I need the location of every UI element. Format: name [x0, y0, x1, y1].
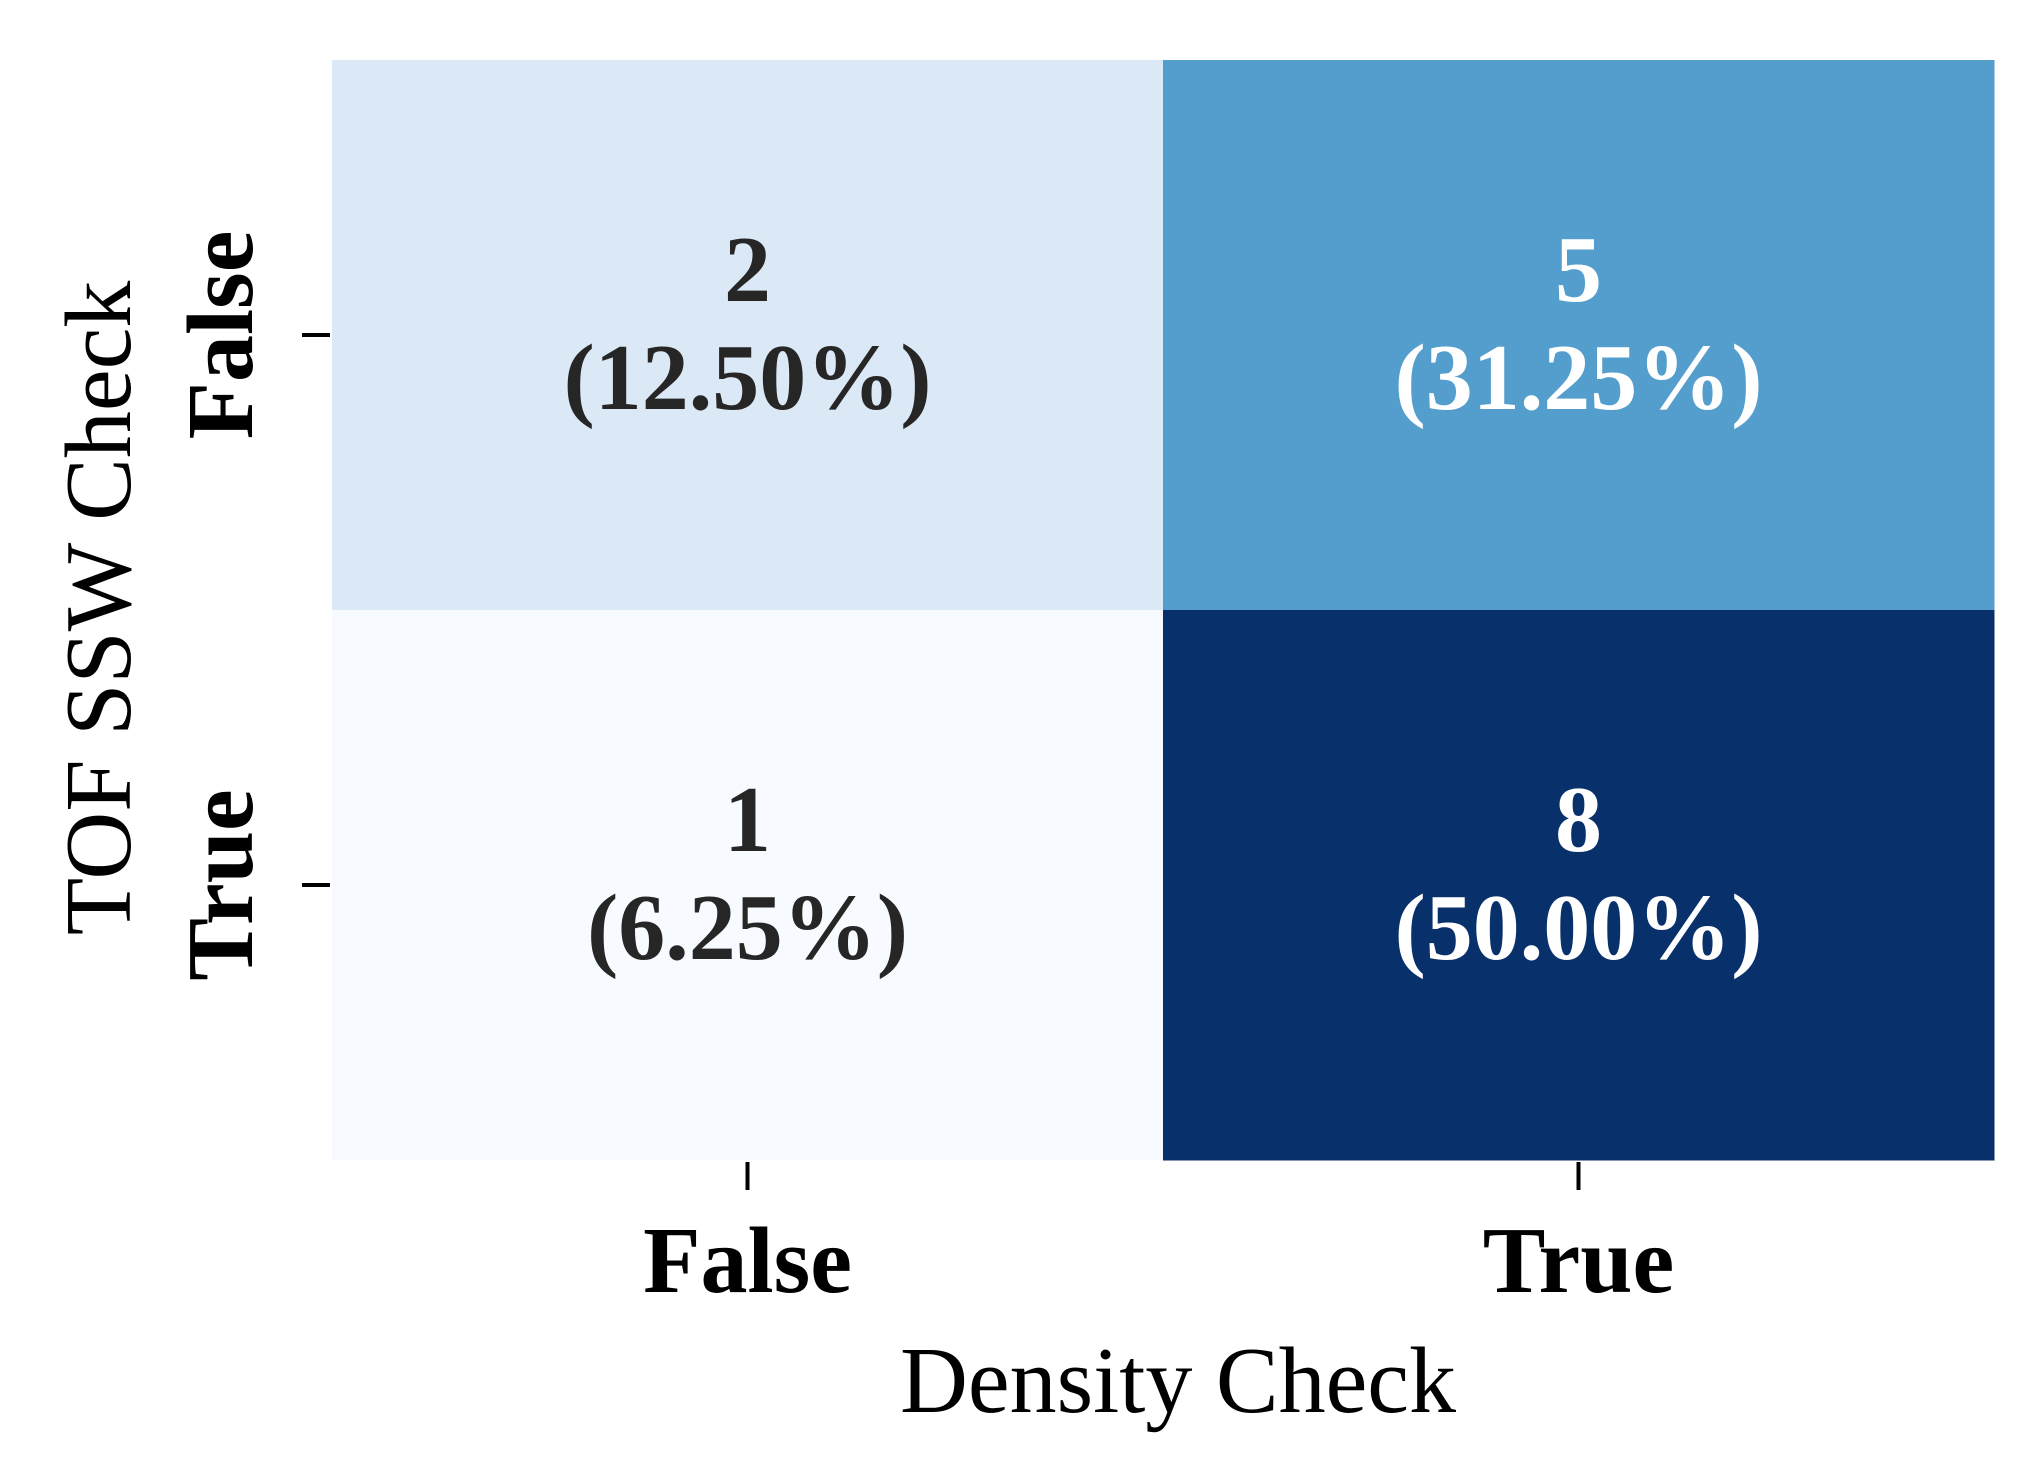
cell-percent-label: (6.25%)	[587, 876, 908, 980]
cell-count-label: 1	[724, 768, 771, 872]
x-axis-title: Density Check	[900, 1329, 1456, 1433]
cell-percent-label: (31.25%)	[1394, 326, 1762, 430]
cell-count-label: 8	[1555, 768, 1602, 872]
cell-count-label: 2	[724, 218, 771, 322]
heatmap-cell-true-true	[1163, 610, 1995, 1161]
heatmap-cell-false-false	[332, 60, 1164, 611]
x-axis-ticks: False True	[643, 1162, 1674, 1313]
heatmap-cell-false-true	[1163, 60, 1995, 611]
heatmap-cell-true-false	[332, 610, 1164, 1161]
cell-percent-label: (50.00%)	[1394, 876, 1762, 980]
cell-percent-label: (12.50%)	[563, 326, 931, 430]
y-tick-label-false: False	[169, 231, 273, 440]
y-tick-label-true: True	[169, 789, 273, 980]
y-axis-title: TOF SSW Check	[47, 281, 151, 936]
heatmap-cell-labels: 2(12.50%) 5(31.25%) 1(6.25%) 8(50.00%)	[563, 218, 1762, 980]
cell-count-label: 5	[1555, 218, 1602, 322]
x-tick-label-false: False	[643, 1209, 852, 1313]
heatmap-cells	[332, 60, 1995, 1161]
x-tick-label-true: True	[1483, 1209, 1674, 1313]
y-axis-ticks: False True	[169, 231, 330, 981]
